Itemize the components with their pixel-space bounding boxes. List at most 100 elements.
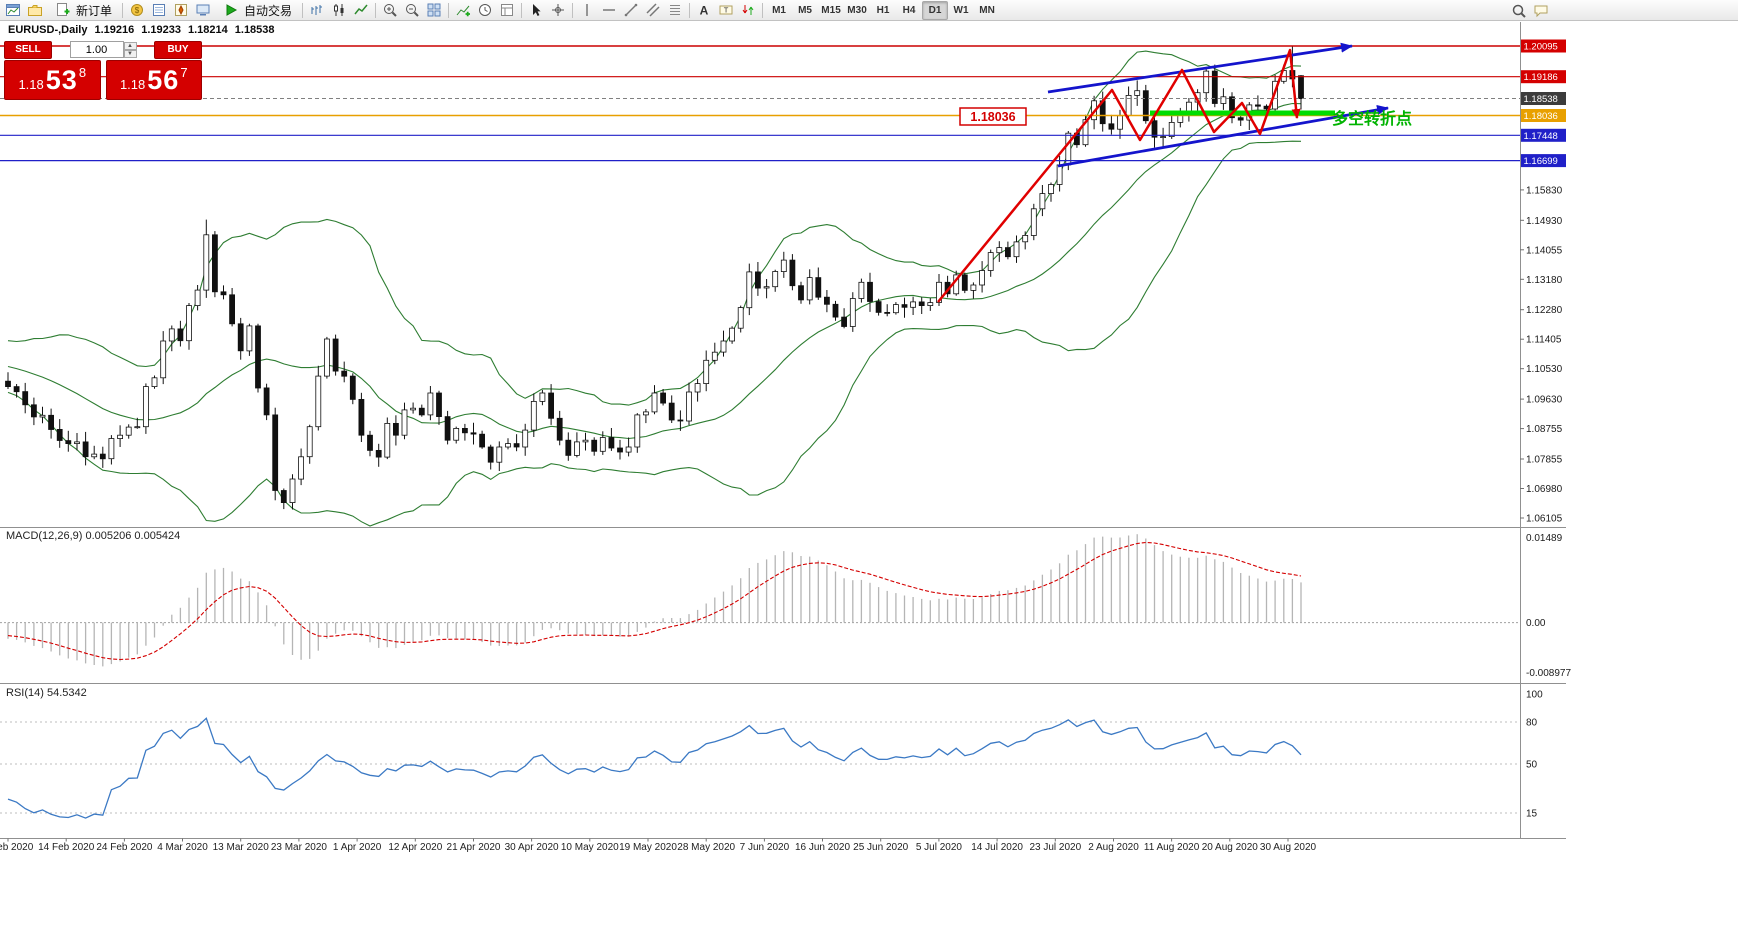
quote-open: 1.19216 xyxy=(94,24,135,36)
svg-text:5 Jul 2020: 5 Jul 2020 xyxy=(916,842,963,853)
price-tag-box[interactable] xyxy=(959,107,1027,126)
toolbar-separator xyxy=(302,2,304,18)
terminal-icon[interactable] xyxy=(192,0,214,20)
periods-icon[interactable] xyxy=(474,0,496,20)
volume-input[interactable] xyxy=(69,41,124,58)
svg-text:16 Jun 2020: 16 Jun 2020 xyxy=(795,842,850,853)
svg-text:50: 50 xyxy=(1526,760,1538,771)
svg-text:30 Aug 2020: 30 Aug 2020 xyxy=(1260,842,1317,853)
timeframe-m30-button[interactable]: M30 xyxy=(847,4,867,16)
channel-icon[interactable] xyxy=(642,0,664,20)
candlestick-icon[interactable] xyxy=(328,0,350,20)
rsi-line xyxy=(7,717,1302,819)
timeframe-m15-button[interactable]: M15 xyxy=(821,4,841,16)
svg-text:0.00: 0.00 xyxy=(1526,618,1546,629)
sell-button[interactable]: SELL xyxy=(4,40,52,59)
timeframe-w1-button[interactable]: W1 xyxy=(953,4,969,16)
trendline-icon[interactable] xyxy=(620,0,642,20)
panel-frame xyxy=(0,22,1566,839)
zoom-in-icon[interactable] xyxy=(379,0,401,20)
crosshair-icon[interactable] xyxy=(547,0,569,20)
templates-icon[interactable] xyxy=(496,0,518,20)
autotrading-icon xyxy=(221,0,241,20)
text-icon[interactable]: A xyxy=(693,0,715,20)
channel-upper-trendline[interactable] xyxy=(1047,42,1353,94)
svg-text:28 May 2020: 28 May 2020 xyxy=(677,842,735,853)
new-order-button[interactable]: 新订单 xyxy=(46,0,119,20)
market-watch-icon[interactable]: $ xyxy=(126,0,148,20)
toolbar-right-group xyxy=(1508,1,1552,21)
new-chart-icon[interactable] xyxy=(2,0,24,20)
bollinger-bands xyxy=(7,50,1302,527)
buy-price-big: 56 xyxy=(147,64,180,95)
new-order-button-label: 新订单 xyxy=(76,3,113,18)
sell-price-prefix: 1.18 xyxy=(18,76,44,92)
svg-text:24 Feb 2020: 24 Feb 2020 xyxy=(96,842,153,853)
volume-down-button[interactable]: ▼ xyxy=(123,49,137,58)
fibonacci-icon[interactable] xyxy=(664,0,686,20)
candlestick-series xyxy=(5,45,1304,510)
navigator-icon[interactable] xyxy=(170,0,192,20)
quote-close: 1.18538 xyxy=(234,24,275,36)
indicators-icon[interactable] xyxy=(452,0,474,20)
svg-text:1.14930: 1.14930 xyxy=(1526,216,1563,227)
buy-price-panel[interactable]: 1.18 56 7 xyxy=(105,60,202,100)
cursor-icon[interactable] xyxy=(525,0,547,20)
buy-button[interactable]: BUY xyxy=(154,40,202,59)
quote-low: 1.18214 xyxy=(188,24,228,36)
line-chart-icon[interactable] xyxy=(350,0,372,20)
svg-text:5 Feb 2020: 5 Feb 2020 xyxy=(0,842,34,853)
price-tag-text: 1.18036 xyxy=(970,110,1015,124)
svg-text:30 Apr 2020: 30 Apr 2020 xyxy=(505,842,559,853)
timeframe-h1-button[interactable]: H1 xyxy=(876,4,890,16)
horizontal-line-icon[interactable] xyxy=(598,0,620,20)
svg-text:80: 80 xyxy=(1526,718,1538,729)
channel-lower-trendline[interactable] xyxy=(1057,104,1389,168)
svg-text:23 Jul 2020: 23 Jul 2020 xyxy=(1029,842,1081,853)
toolbar-separator xyxy=(521,2,523,18)
symbol-period-label: EURUSD-,Daily xyxy=(8,24,88,36)
profiles-icon[interactable] xyxy=(24,0,46,20)
svg-text:1.17448: 1.17448 xyxy=(1524,131,1558,142)
svg-text:T: T xyxy=(724,6,729,15)
svg-text:1.08755: 1.08755 xyxy=(1526,424,1563,435)
autotrading-button[interactable]: 自动交易 xyxy=(214,0,299,20)
data-window-icon[interactable] xyxy=(148,0,170,20)
svg-text:1.11405: 1.11405 xyxy=(1526,335,1562,346)
toolbar-separator xyxy=(448,2,450,18)
zoom-out-icon[interactable] xyxy=(401,0,423,20)
timeframe-m5-button[interactable]: M5 xyxy=(798,4,812,16)
search-icon[interactable] xyxy=(1508,1,1530,21)
arrows-icon[interactable] xyxy=(737,0,759,20)
tile-windows-icon[interactable] xyxy=(423,0,445,20)
sell-price-big: 53 xyxy=(45,64,78,95)
quote-high: 1.19233 xyxy=(141,24,181,36)
svg-text:1.07855: 1.07855 xyxy=(1526,455,1563,466)
chat-icon[interactable] xyxy=(1530,1,1552,21)
horizontal-level-lines[interactable] xyxy=(0,45,1520,162)
macd-signal-line xyxy=(7,541,1302,661)
svg-text:A: A xyxy=(700,4,709,18)
timeframe-h4-button[interactable]: H4 xyxy=(902,4,916,16)
vertical-line-icon[interactable] xyxy=(576,0,598,20)
macd-panel: 0.01489 0.00 -0.008977 xyxy=(0,533,1571,679)
svg-text:1.16699: 1.16699 xyxy=(1524,156,1558,167)
timeframe-m1-button[interactable]: M1 xyxy=(772,4,786,16)
zigzag-trend-drawing[interactable] xyxy=(937,48,1301,303)
bar-chart-icon[interactable] xyxy=(306,0,328,20)
new-order-icon xyxy=(53,0,73,20)
svg-text:4 Mar 2020: 4 Mar 2020 xyxy=(157,842,208,853)
buy-price-sup: 7 xyxy=(180,64,188,80)
price-axis[interactable]: 1.15830 1.14930 1.14055 1.13180 1.12280 1.114… xyxy=(1520,39,1566,525)
svg-text:1.13180: 1.13180 xyxy=(1526,275,1563,286)
text-label-icon[interactable]: T xyxy=(715,0,737,20)
timeframe-d1-button[interactable]: D1 xyxy=(922,0,949,20)
timeframe-mn-button[interactable]: MN xyxy=(979,4,995,16)
sell-price-panel[interactable]: 1.18 53 8 xyxy=(4,60,101,100)
support-zone-band[interactable] xyxy=(1150,110,1335,116)
volume-up-button[interactable]: ▲ xyxy=(123,41,137,50)
svg-text:1.18538: 1.18538 xyxy=(1524,94,1558,105)
